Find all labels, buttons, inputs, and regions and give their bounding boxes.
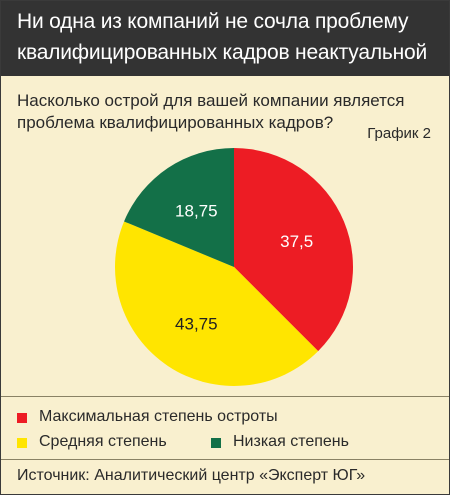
question-line-2: проблема квалифицированных кадров? bbox=[17, 113, 334, 132]
legend-label-medium: Средняя степень bbox=[39, 433, 167, 450]
pie-slice-medium bbox=[114, 221, 319, 387]
question-line-1: Насколько острой для вашей компании явля… bbox=[17, 91, 405, 110]
source-divider bbox=[1, 459, 449, 460]
legend-item-medium: Средняя степень bbox=[17, 433, 187, 453]
chart-number: График 2 bbox=[367, 125, 431, 142]
title-line-2: квалифицированных кадров неактуальной bbox=[17, 41, 428, 64]
title-line-1: Ни одна из компаний не сочла проблему bbox=[17, 10, 409, 33]
title-banner: Ни одна из компаний не сочла проблему кв… bbox=[1, 1, 449, 76]
legend-swatch-low bbox=[211, 438, 221, 448]
legend-swatch-max bbox=[17, 413, 27, 423]
legend-divider bbox=[1, 396, 449, 397]
pie-chart: 37,5 43,75 18,75 bbox=[114, 148, 354, 387]
pie-value-label-max: 37,5 bbox=[280, 232, 313, 251]
pie-slice-max bbox=[234, 148, 354, 352]
legend-item-low: Низкая степень bbox=[211, 433, 381, 453]
source-note: Источник: Аналитический центр «Эксперт Ю… bbox=[17, 467, 366, 484]
pie-slice-low bbox=[124, 148, 234, 267]
pie-value-label-low: 18,75 bbox=[175, 202, 218, 221]
legend-item-max: Максимальная степень остроты bbox=[17, 408, 317, 428]
pie-value-label-medium: 43,75 bbox=[175, 314, 218, 333]
legend-label-max: Максимальная степень остроты bbox=[39, 408, 278, 425]
legend-label-low: Низкая степень bbox=[233, 433, 349, 450]
legend-swatch-medium bbox=[17, 438, 27, 448]
